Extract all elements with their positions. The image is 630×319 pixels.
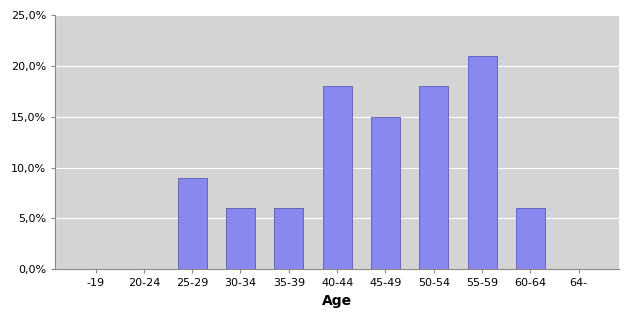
Bar (420, 86, 449, 269)
Bar (467, 56, 496, 269)
Bar (371, 117, 400, 269)
Bar (226, 208, 255, 269)
Bar (516, 208, 545, 269)
Bar (178, 178, 207, 269)
Bar (274, 208, 303, 269)
X-axis label: Age: Age (322, 294, 352, 308)
Bar (323, 86, 352, 269)
